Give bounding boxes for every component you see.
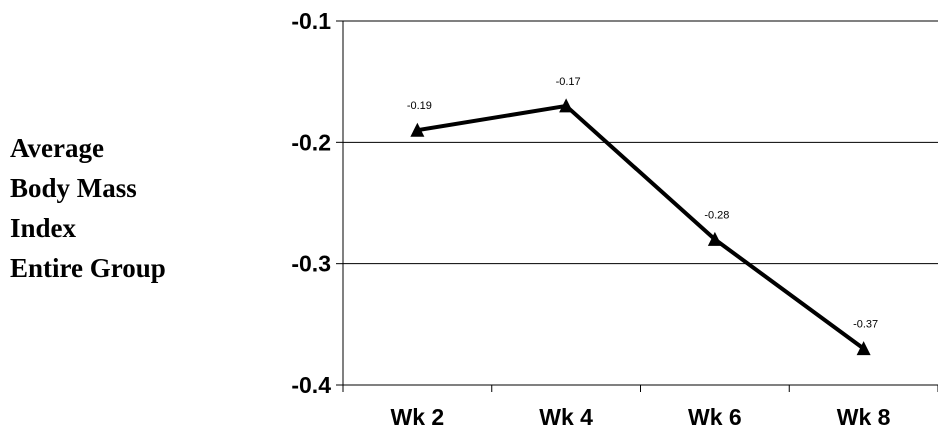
x-tick-label: Wk 2 bbox=[391, 404, 445, 430]
series-polyline bbox=[417, 103, 865, 351]
series-line bbox=[410, 98, 871, 356]
y-tick-labels: -0.1 -0.2 -0.3 -0.4 bbox=[291, 8, 331, 398]
y-tick-label: -0.2 bbox=[291, 129, 331, 155]
data-labels: -0.19 -0.17 -0.28 -0.37 bbox=[407, 76, 878, 331]
axes bbox=[336, 20, 938, 392]
x-tick-label: Wk 4 bbox=[539, 404, 593, 430]
data-point-marker bbox=[707, 231, 722, 246]
data-point-marker bbox=[559, 98, 574, 113]
y-tick-label: -0.4 bbox=[291, 372, 331, 398]
data-label: -0.37 bbox=[853, 319, 878, 331]
y-axis-label: Average Body Mass Index Entire Group bbox=[10, 128, 240, 288]
y-axis-label-line: Average bbox=[10, 133, 104, 163]
data-point-marker bbox=[856, 341, 871, 356]
data-label: -0.28 bbox=[704, 209, 729, 221]
gridlines bbox=[343, 20, 938, 386]
data-label: -0.19 bbox=[407, 100, 432, 112]
x-tick-label: Wk 6 bbox=[688, 404, 742, 430]
x-tick-label: Wk 8 bbox=[837, 404, 891, 430]
x-tick-labels: Wk 2 Wk 4 Wk 6 Wk 8 bbox=[391, 404, 891, 430]
y-tick-label: -0.3 bbox=[291, 251, 331, 277]
y-axis-label-line: Entire Group bbox=[10, 253, 166, 283]
data-point-marker bbox=[410, 122, 425, 137]
y-axis-label-line: Index bbox=[10, 213, 77, 243]
y-tick-label: -0.1 bbox=[291, 8, 331, 34]
data-label: -0.17 bbox=[556, 76, 581, 88]
y-axis-label-line: Body Mass bbox=[10, 173, 137, 203]
